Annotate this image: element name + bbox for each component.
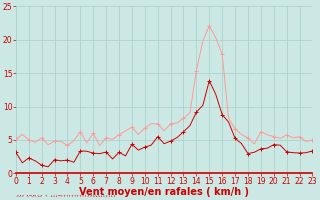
- X-axis label: Vent moyen/en rafales ( km/h ): Vent moyen/en rafales ( km/h ): [79, 187, 249, 197]
- Text: ↗↗↗ ↖→↗↖↘↗ ↑ ↓↓↓→↑↑↑↑↑↑↑↑↑↑↗↗↘↘↘↓↓↓↓↓↓: ↗↗↗ ↖→↗↖↘↗ ↑ ↓↓↓→↑↑↑↑↑↑↑↑↑↑↗↗↘↘↘↓↓↓↓↓↓: [16, 194, 116, 198]
